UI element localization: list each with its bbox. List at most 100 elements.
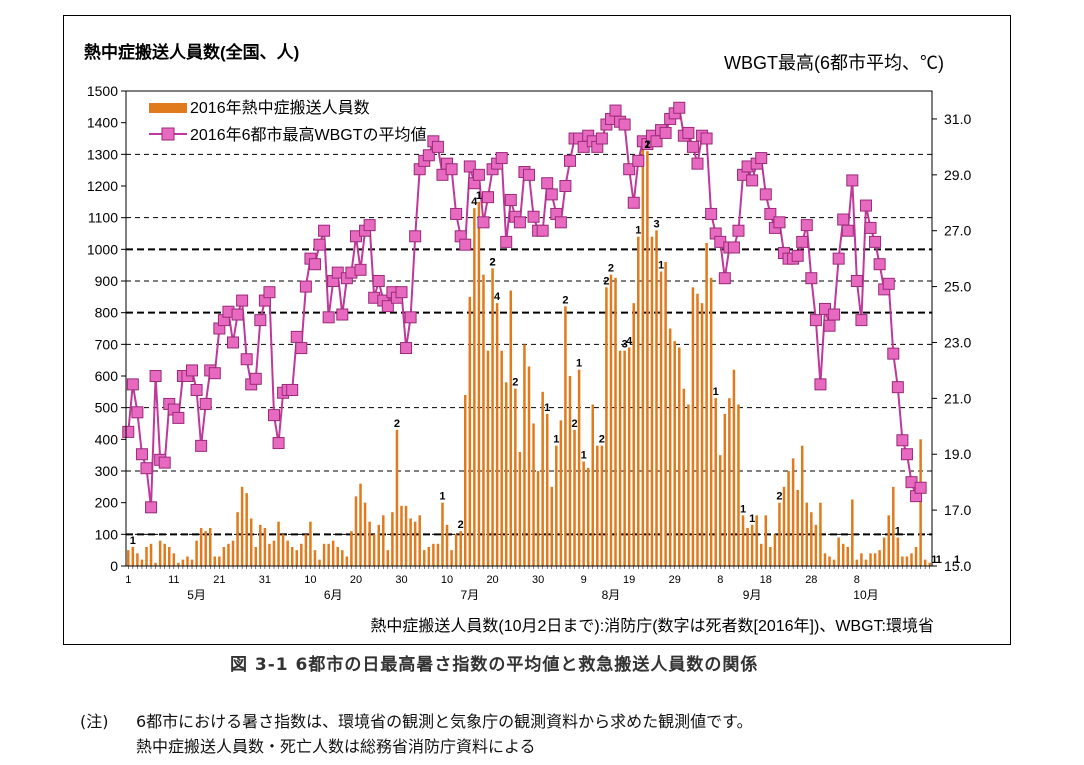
wbgt-point [805, 272, 818, 285]
death-count-label: 3 [622, 339, 628, 351]
bar [222, 547, 226, 566]
bar [573, 429, 576, 566]
wbgt-point [227, 336, 240, 349]
bar [728, 398, 731, 566]
bar [609, 274, 613, 566]
line-layer [122, 101, 927, 514]
death-count-label: 2 [603, 275, 609, 287]
bar [491, 268, 494, 566]
bar [163, 543, 166, 566]
bar [759, 543, 763, 566]
wbgt-point [900, 448, 913, 461]
bar [286, 540, 289, 566]
y-right-tick-label: 25.0 [944, 279, 971, 295]
note-line-1: 6都市における暑さ指数は、環境省の観測と気象庁の観測資料から求めた観測値です。 [136, 712, 753, 731]
x-tick-label: 20 [350, 574, 362, 586]
bar [199, 528, 203, 566]
bar [627, 347, 631, 566]
wbgt-point [896, 434, 909, 447]
wbgt-point [823, 319, 836, 332]
bar [655, 230, 658, 567]
bar [782, 486, 786, 566]
wbgt-point [354, 263, 367, 276]
death-count-label: 1 [576, 358, 582, 370]
bar [837, 537, 840, 566]
death-count-label: 1 [936, 554, 942, 566]
bar [177, 562, 180, 566]
bar [140, 559, 144, 566]
x-tick-label: 31 [259, 574, 271, 586]
death-count-label: 1 [635, 225, 641, 237]
death-count-label: 2 [571, 418, 577, 430]
death-count-label: 1 [581, 450, 587, 462]
death-count-label: 4 [494, 291, 501, 303]
x-tick-label: 10 [441, 574, 453, 586]
wbgt-point [286, 383, 299, 396]
death-count-label: 1 [931, 554, 937, 566]
death-count-label: 1 [644, 139, 650, 151]
x-tick-label: 18 [760, 574, 772, 586]
bar [787, 471, 790, 566]
bar [463, 395, 467, 566]
bar [600, 445, 604, 566]
y-left-tick-label: 600 [95, 368, 119, 384]
bar [486, 350, 490, 566]
bar [436, 543, 440, 566]
x-tick-label: 21 [213, 574, 225, 586]
bar [928, 562, 931, 566]
wbgt-point [308, 258, 321, 271]
bar [131, 547, 135, 566]
chart-title-right: WBGT最高(6都市平均、℃) [724, 53, 944, 73]
wbgt-point [172, 411, 185, 424]
bar [614, 277, 617, 566]
y-left-tick-label: 700 [95, 336, 119, 352]
wbgt-point [463, 160, 476, 173]
wbgt-point [186, 364, 199, 377]
x-tick-label: 20 [486, 574, 498, 586]
wbgt-point [796, 235, 809, 248]
bar [363, 502, 367, 566]
wbgt-point [409, 230, 422, 243]
y-right-tick-label: 17.0 [944, 502, 971, 518]
death-count-label: 4 [471, 196, 478, 208]
x-tick-label: 29 [669, 574, 681, 586]
x-month-label: 5月 [187, 588, 206, 602]
bar [450, 550, 453, 566]
bar [582, 461, 585, 566]
x-month-label: 9月 [743, 588, 762, 602]
bar [764, 515, 768, 566]
bar [914, 547, 918, 566]
death-count-label: 1 [954, 554, 960, 566]
bar [327, 543, 330, 566]
bar [796, 490, 799, 566]
bar [605, 287, 608, 566]
wbgt-point [718, 272, 731, 285]
wbgt-point [459, 238, 472, 251]
legend-bar-swatch [149, 103, 187, 113]
bar [500, 350, 503, 566]
bar [523, 344, 526, 566]
bar [309, 521, 312, 566]
bar [423, 550, 426, 566]
wbgt-point [318, 224, 331, 237]
death-count-label: 3 [653, 218, 659, 230]
wbgt-point [691, 157, 704, 170]
bar [901, 556, 904, 566]
y-left-tick-label: 500 [95, 400, 119, 416]
death-count-label: 1 [553, 434, 559, 446]
y-right-tick-label: 27.0 [944, 223, 971, 239]
x-tick-label: 9 [581, 574, 587, 586]
wbgt-point [773, 216, 786, 229]
bar [427, 547, 431, 566]
bar [318, 559, 321, 566]
bar [541, 391, 544, 566]
wbgt-point [705, 207, 718, 220]
wbgt-point [869, 235, 882, 248]
bar [823, 553, 827, 566]
bar [719, 455, 722, 566]
bar [404, 505, 408, 566]
bar [846, 547, 850, 566]
bar [668, 328, 672, 566]
bar [368, 521, 371, 566]
